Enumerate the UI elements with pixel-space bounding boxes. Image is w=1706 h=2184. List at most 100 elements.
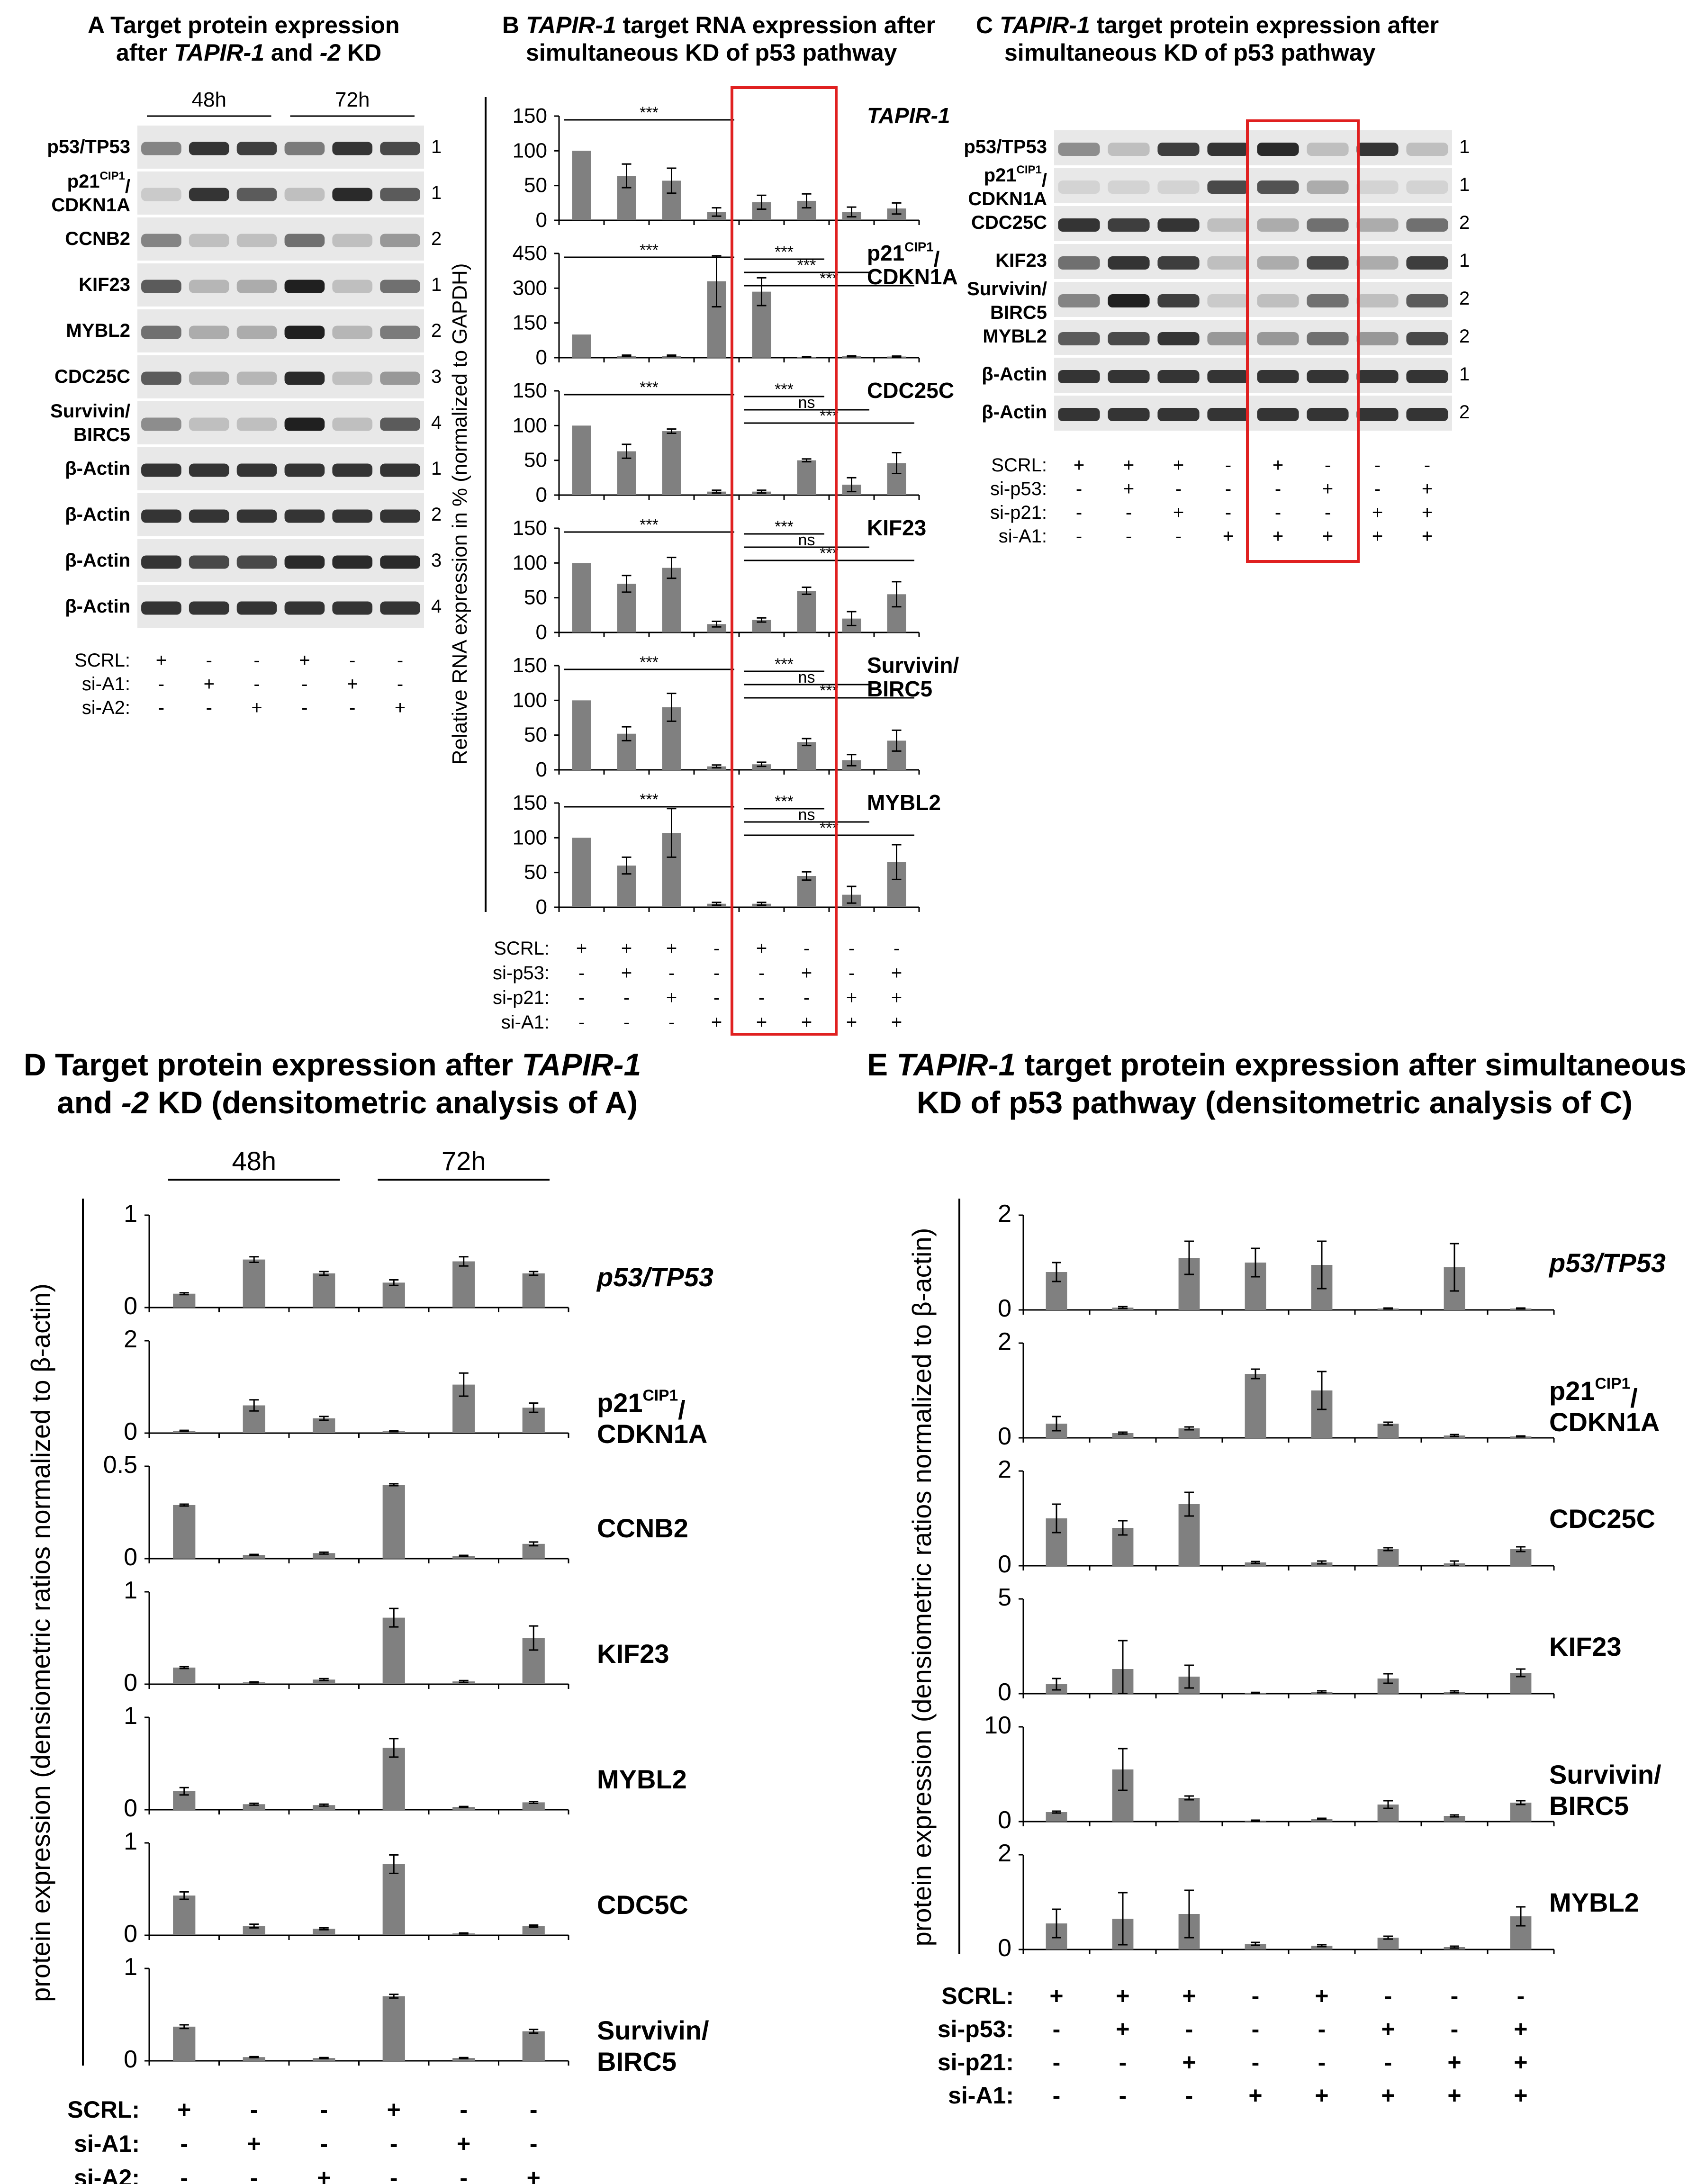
blot-exposure-number: 2 <box>431 504 442 525</box>
y-tick-label: 150 <box>513 791 547 814</box>
blot-band <box>1207 408 1249 421</box>
condition-value: - <box>578 987 585 1008</box>
y-tick-label: 10 <box>984 1712 1011 1739</box>
bar <box>313 1553 335 1559</box>
condition-value: + <box>1322 478 1333 499</box>
condition-value: + <box>1422 502 1433 523</box>
gene-label: MYBL2 <box>867 790 941 815</box>
y-tick-label: 2 <box>998 1328 1011 1355</box>
bar <box>452 1807 475 1810</box>
significance-label: *** <box>775 655 794 673</box>
y-tick-label: 1 <box>124 1200 137 1227</box>
y-tick-label: 450 <box>513 242 547 265</box>
bar <box>1178 1428 1200 1438</box>
blot-band <box>380 509 420 523</box>
blot-band <box>284 417 325 431</box>
blot-band <box>332 234 373 247</box>
blot-band <box>1058 256 1100 270</box>
blot-band <box>1207 180 1249 194</box>
blot-band <box>1406 218 1448 232</box>
bar <box>173 1293 196 1308</box>
condition-label: si-p53: <box>493 963 550 984</box>
condition-label: SCRL: <box>991 455 1047 476</box>
bar <box>797 460 816 495</box>
bar <box>313 2058 335 2061</box>
condition-value: - <box>460 2096 468 2123</box>
condition-value: + <box>1447 2049 1461 2076</box>
blot-band <box>189 371 229 385</box>
blot-band <box>1356 218 1399 232</box>
blot-row-label: p21CIP1/ <box>67 170 130 197</box>
y-tick-label: 0 <box>998 1295 1011 1322</box>
condition-label: si-A2: <box>82 697 130 718</box>
subplot-kif23: 05 <box>998 1584 1555 1706</box>
condition-value: - <box>1318 2049 1326 2076</box>
blot-band <box>236 463 277 477</box>
blot-band <box>1207 143 1249 156</box>
blot-band <box>1406 408 1448 421</box>
y-tick-label: 100 <box>513 551 547 574</box>
condition-label: si-A1: <box>948 2082 1014 2109</box>
condition-value: + <box>1322 526 1333 547</box>
condition-value: - <box>1275 502 1281 523</box>
blot-band <box>1108 180 1150 194</box>
significance-label: *** <box>775 243 794 261</box>
gene-label: CDC25C <box>867 378 954 403</box>
blot-row-label-line2: CDKN1A <box>51 195 130 216</box>
blot-row-label-line2: CDKN1A <box>968 189 1047 209</box>
condition-value: - <box>206 650 212 671</box>
blot-band <box>189 509 229 523</box>
blot-strip <box>137 447 424 490</box>
blot-band <box>380 417 420 431</box>
blot-band <box>1058 180 1100 194</box>
condition-value: - <box>1225 455 1231 476</box>
panel-e-title-line2: KD of p53 pathway (densitometric analysi… <box>917 1085 1633 1120</box>
blot-band <box>1108 370 1150 383</box>
y-tick-label: 0 <box>998 1423 1011 1450</box>
blot-band <box>284 601 325 615</box>
y-tick-label: 1 <box>124 1577 137 1604</box>
blot-exposure-number: 2 <box>1459 212 1470 233</box>
y-tick-label: 150 <box>513 654 547 677</box>
condition-value: + <box>527 2165 541 2184</box>
condition-value: - <box>1374 478 1381 499</box>
condition-value: + <box>347 674 358 695</box>
bar <box>1377 1424 1399 1438</box>
condition-label: SCRL: <box>494 938 550 959</box>
blot-band <box>141 601 181 615</box>
condition-value: - <box>530 2096 538 2123</box>
condition-value: - <box>390 2165 398 2184</box>
blot-band <box>332 463 373 477</box>
blot-band <box>1058 218 1100 232</box>
bar <box>173 1667 196 1684</box>
highlight-box <box>1246 119 1360 563</box>
subplot-cdc5c: 01 <box>124 1828 569 1948</box>
blot-band <box>1108 256 1150 270</box>
blot-band <box>236 417 277 431</box>
bar <box>1444 1816 1465 1822</box>
bar <box>243 2057 265 2061</box>
subplot-tapir1: 0 50 100 150 *** <box>513 104 920 232</box>
blot-strip <box>137 309 424 352</box>
blot-band <box>1207 256 1249 270</box>
gene-label: p53/TP53 <box>1548 1248 1666 1278</box>
gene-label: CCNB2 <box>597 1513 688 1543</box>
condition-label: si-A1: <box>501 1012 550 1033</box>
condition-value: + <box>1049 1983 1063 2009</box>
y-tick-label: 100 <box>513 414 547 437</box>
condition-value: - <box>1451 2016 1459 2042</box>
blot-band <box>1356 256 1399 270</box>
blot-band <box>141 417 181 431</box>
blot-band <box>1108 408 1150 421</box>
bar <box>382 1485 405 1559</box>
blot-band <box>1406 256 1448 270</box>
condition-value: - <box>349 650 355 671</box>
gene-label-line2: BIRC5 <box>1549 1791 1629 1821</box>
condition-value: + <box>1372 502 1383 523</box>
condition-label: si-p21: <box>938 2049 1014 2076</box>
condition-value: + <box>1315 2082 1328 2109</box>
condition-value: - <box>623 1012 630 1033</box>
significance-label: *** <box>640 241 659 259</box>
